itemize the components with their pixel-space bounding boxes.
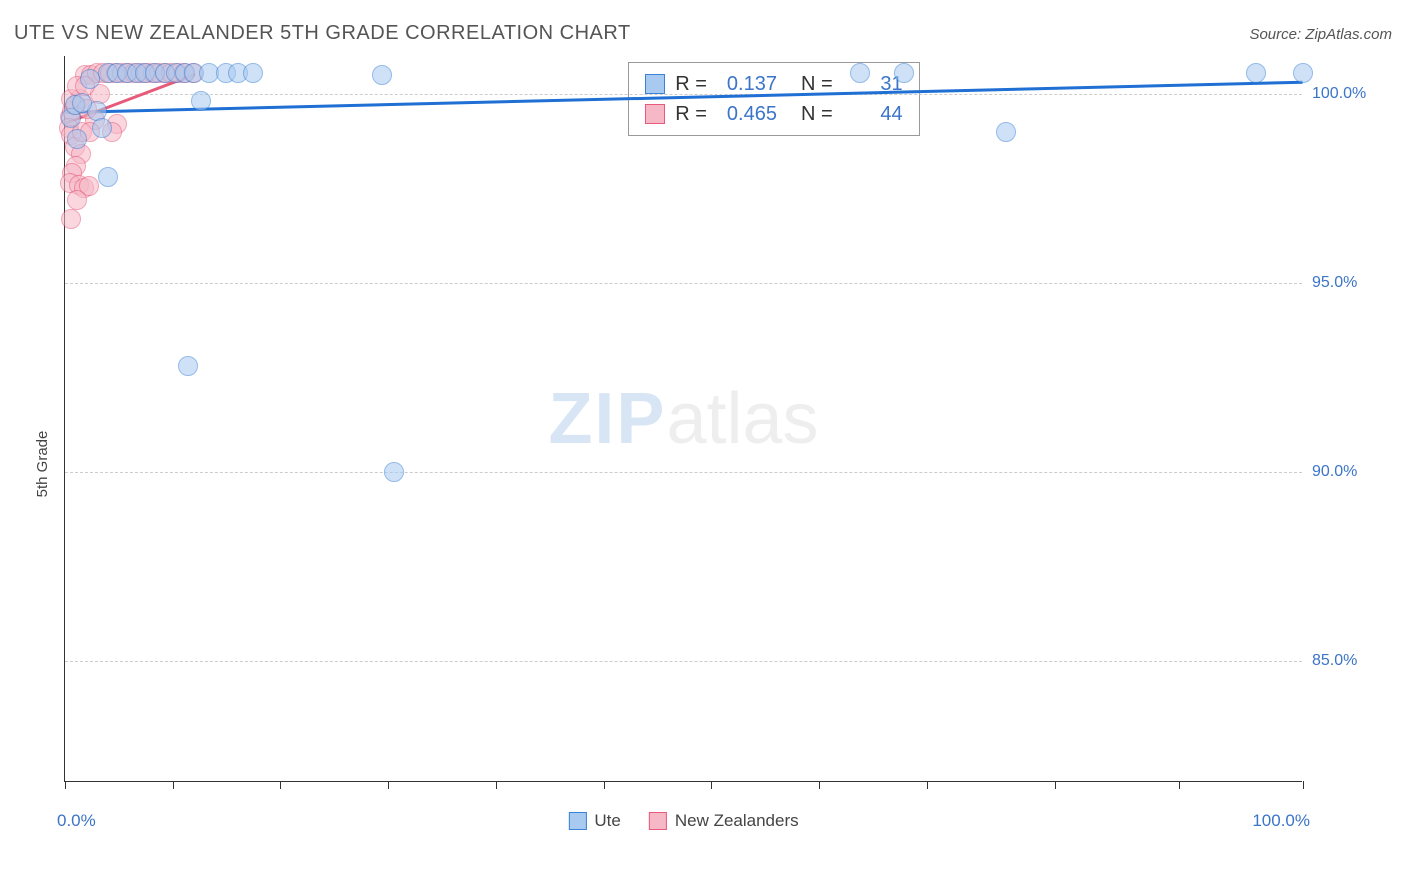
- data-point: [850, 63, 870, 83]
- legend-swatch: [645, 74, 665, 94]
- chart-header: UTE VS NEW ZEALANDER 5TH GRADE CORRELATI…: [14, 22, 1392, 45]
- grid-line: [65, 472, 1302, 473]
- x-tick: [280, 781, 281, 789]
- watermark-zip: ZIP: [548, 379, 666, 459]
- legend-n-value: 44: [843, 99, 903, 129]
- x-tick: [927, 781, 928, 789]
- data-point: [1246, 63, 1266, 83]
- data-point: [1293, 63, 1313, 83]
- x-min-label: 0.0%: [57, 811, 96, 831]
- x-tick: [388, 781, 389, 789]
- x-tick: [1055, 781, 1056, 789]
- data-point: [894, 63, 914, 83]
- data-point: [72, 93, 92, 113]
- data-point: [178, 356, 198, 376]
- grid-line: [65, 94, 1302, 95]
- data-point: [98, 167, 118, 187]
- data-point: [61, 209, 81, 229]
- y-axis-label: 5th Grade: [34, 431, 51, 498]
- series-legend-item: Ute: [568, 811, 620, 831]
- x-tick: [65, 781, 66, 789]
- data-point: [243, 63, 263, 83]
- plot-area: ZIPatlas R =0.137N =31R =0.465N =44 UteN…: [64, 56, 1302, 782]
- legend-swatch: [645, 104, 665, 124]
- x-tick: [496, 781, 497, 789]
- x-tick: [1303, 781, 1304, 789]
- legend-n-label: N =: [801, 99, 833, 129]
- source-attribution: Source: ZipAtlas.com: [1249, 26, 1392, 43]
- x-tick: [604, 781, 605, 789]
- series-legend-item: New Zealanders: [649, 811, 799, 831]
- y-tick-label: 90.0%: [1312, 463, 1382, 481]
- x-tick: [1179, 781, 1180, 789]
- data-point: [372, 65, 392, 85]
- grid-line: [65, 283, 1302, 284]
- series-label: New Zealanders: [675, 811, 799, 831]
- series-legend: Ute New Zealanders: [568, 811, 798, 831]
- data-point: [996, 122, 1016, 142]
- series-swatch: [649, 812, 667, 830]
- chart-container: 5th Grade ZIPatlas R =0.137N =31R =0.465…: [14, 56, 1392, 872]
- series-label: Ute: [594, 811, 620, 831]
- x-tick: [173, 781, 174, 789]
- watermark-atlas: atlas: [666, 379, 818, 459]
- data-point: [384, 462, 404, 482]
- data-point: [80, 69, 100, 89]
- grid-line: [65, 661, 1302, 662]
- legend-row: R = 0.465 N = 44: [645, 99, 902, 129]
- y-tick-label: 100.0%: [1312, 85, 1382, 103]
- y-tick-label: 95.0%: [1312, 274, 1382, 292]
- x-tick: [711, 781, 712, 789]
- data-point: [67, 190, 87, 210]
- legend-r-label: R =: [675, 99, 707, 129]
- legend-r-value: 0.465: [717, 99, 777, 129]
- y-tick-label: 85.0%: [1312, 652, 1382, 670]
- series-swatch: [568, 812, 586, 830]
- data-point: [67, 129, 87, 149]
- data-point: [92, 118, 112, 138]
- x-tick: [819, 781, 820, 789]
- chart-title: UTE VS NEW ZEALANDER 5TH GRADE CORRELATI…: [14, 22, 631, 45]
- x-max-label: 100.0%: [1252, 811, 1310, 831]
- watermark: ZIPatlas: [548, 378, 818, 460]
- data-point: [191, 91, 211, 111]
